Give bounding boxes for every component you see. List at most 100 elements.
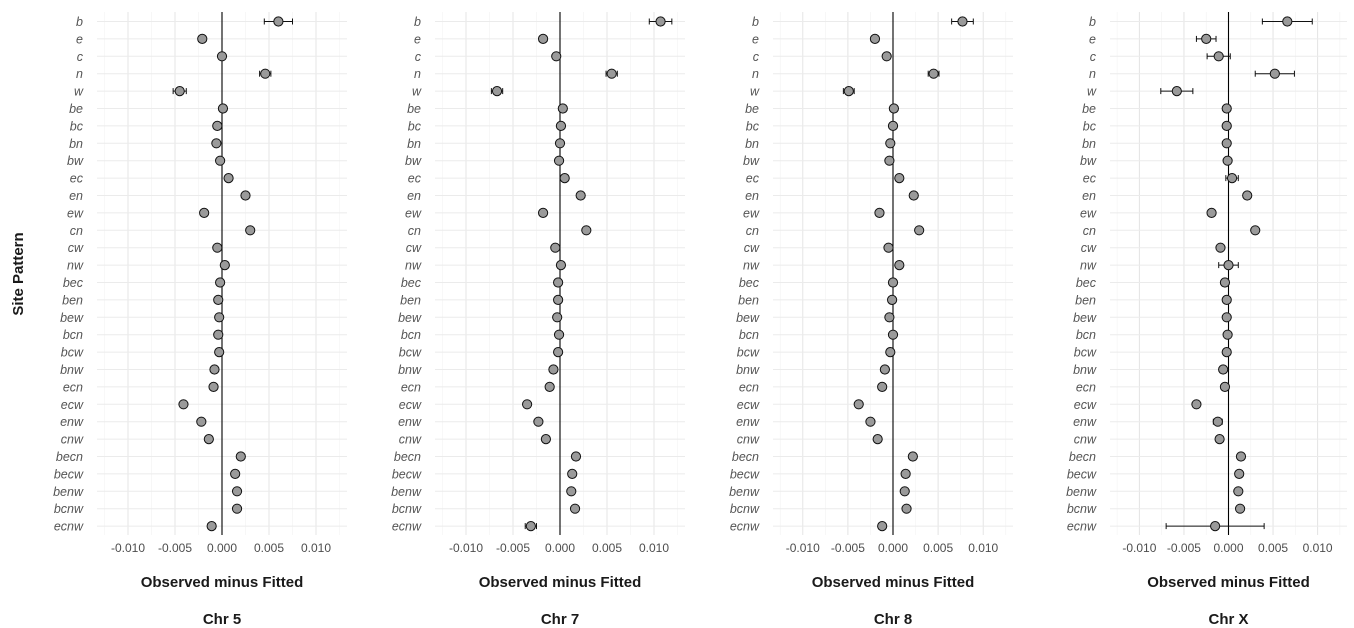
data-point: [894, 260, 905, 271]
category-label: ecnw: [54, 520, 84, 534]
x-tick-label: -0.005: [496, 541, 530, 555]
point-marker: [197, 33, 208, 45]
category-label: cn: [746, 224, 759, 238]
point-marker: [1171, 86, 1182, 97]
data-point: [199, 207, 210, 218]
x-tick-label: 0.000: [207, 541, 237, 555]
data-point: [490, 86, 504, 97]
data-point: [1235, 451, 1247, 462]
category-label: bcn: [63, 328, 83, 342]
data-point: [172, 86, 187, 97]
data-point: [887, 329, 899, 340]
data-point: [196, 416, 207, 427]
data-point: [559, 173, 570, 184]
data-point: [1250, 225, 1261, 236]
data-point: [1215, 242, 1226, 253]
category-label: c: [415, 50, 422, 64]
point-marker: [872, 434, 883, 445]
category-label: enw: [736, 415, 760, 429]
category-label: bnw: [1073, 363, 1097, 377]
category-label: c: [753, 50, 760, 64]
point-marker: [606, 68, 617, 79]
data-point: [548, 364, 559, 375]
category-label: bc: [70, 119, 84, 133]
data-point: [552, 312, 563, 323]
point-marker: [1221, 347, 1232, 358]
point-marker: [1234, 503, 1246, 514]
data-point: [900, 468, 911, 479]
category-label: ecn: [1076, 380, 1096, 394]
data-point: [887, 120, 899, 132]
category-label: b: [1089, 15, 1096, 29]
category-label: cw: [68, 241, 84, 255]
category-label: e: [76, 32, 83, 46]
data-point: [1206, 207, 1217, 218]
category-label: becw: [54, 467, 84, 481]
category-label: becn: [732, 450, 759, 464]
data-point: [544, 381, 555, 392]
point-marker: [240, 190, 251, 201]
data-point: [219, 260, 230, 271]
category-label: ecnw: [392, 520, 422, 534]
data-point: [869, 33, 881, 45]
data-point: [879, 364, 890, 375]
x-tick-label: 0.010: [301, 541, 331, 555]
category-label: enw: [398, 415, 422, 429]
x-tick-label: 0.005: [1258, 541, 1288, 555]
panel-1: becnwbebcbnbwecenewcncwnwbecbenbewbcnbcw…: [53, 12, 347, 628]
category-label: cn: [70, 224, 83, 238]
data-point: [223, 173, 234, 184]
point-marker: [174, 86, 185, 97]
category-label: benw: [1066, 485, 1097, 499]
category-label: n: [76, 67, 83, 81]
point-marker: [196, 416, 207, 427]
point-marker: [1219, 381, 1231, 392]
category-label: bcw: [1074, 346, 1097, 360]
data-point: [865, 416, 876, 427]
category-label: becn: [1069, 450, 1096, 464]
data-point: [259, 68, 272, 79]
point-marker: [869, 33, 881, 45]
data-point: [1219, 381, 1231, 392]
point-marker: [1221, 120, 1232, 132]
category-label: ew: [67, 206, 84, 220]
point-marker: [1222, 329, 1233, 340]
point-marker: [215, 277, 226, 288]
x-tick-label: 0.010: [639, 541, 669, 555]
category-label: becw: [1067, 467, 1097, 481]
data-point: [212, 242, 223, 253]
point-marker: [886, 294, 898, 305]
category-label: w: [1087, 85, 1097, 99]
category-label: bec: [1076, 276, 1097, 290]
category-label: ben: [62, 293, 83, 307]
point-marker: [887, 277, 899, 288]
point-marker: [874, 207, 885, 218]
data-point: [554, 138, 566, 149]
data-point: [885, 347, 896, 358]
point-marker: [213, 294, 224, 305]
data-point: [1221, 120, 1232, 132]
point-marker: [206, 521, 217, 532]
category-label: c: [1090, 50, 1097, 64]
data-point: [240, 190, 251, 201]
category-label: ecw: [737, 398, 760, 412]
data-point: [887, 277, 899, 288]
category-label: ecn: [63, 380, 83, 394]
point-marker: [555, 120, 567, 132]
category-label: be: [745, 102, 759, 116]
category-label: bn: [745, 137, 759, 151]
x-axis-title: Observed minus Fitted: [479, 574, 642, 591]
x-tick-label: -0.010: [786, 541, 820, 555]
category-label: bcn: [739, 328, 759, 342]
category-label: ew: [743, 206, 760, 220]
category-label: bec: [739, 276, 760, 290]
data-point: [214, 347, 225, 358]
category-label: bw: [405, 154, 422, 168]
point-marker: [219, 260, 230, 271]
point-marker: [888, 103, 900, 114]
data-point: [235, 451, 246, 462]
data-point: [1214, 434, 1225, 445]
data-point: [212, 120, 223, 132]
point-marker: [1223, 260, 1234, 271]
data-point: [1233, 486, 1244, 497]
